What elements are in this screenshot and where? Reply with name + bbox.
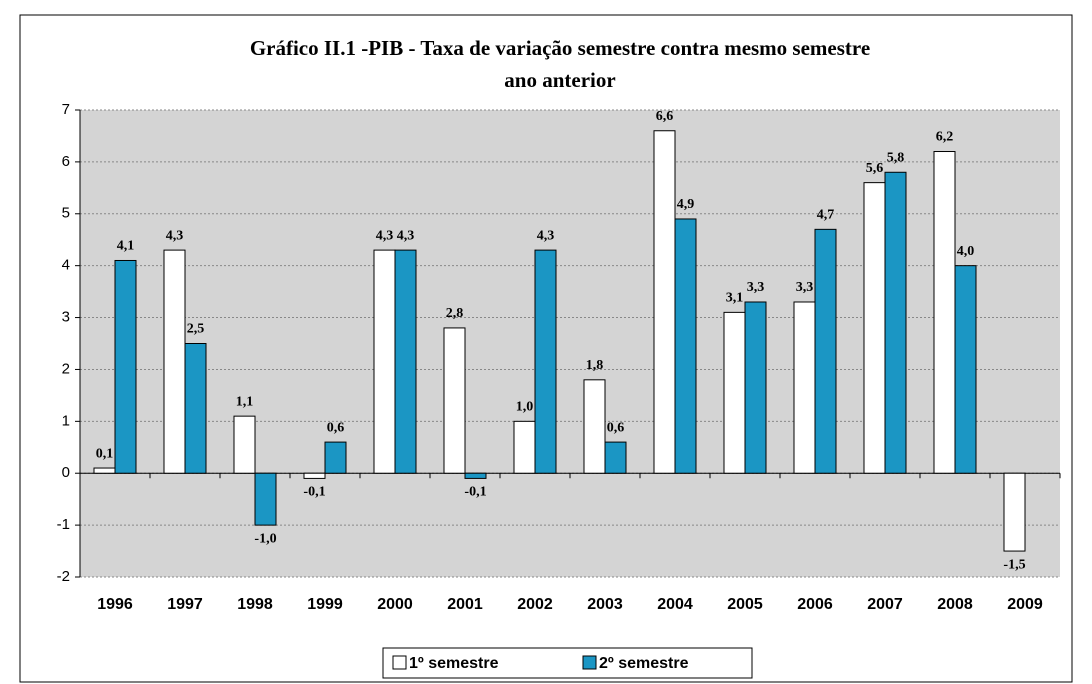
bar [464, 472, 487, 479]
bar [534, 249, 557, 474]
x-tick-label: 1997 [167, 596, 203, 613]
y-tick-label: 6 [62, 153, 70, 170]
x-tick-label: 2000 [377, 596, 413, 613]
y-tick-label: -1 [57, 516, 70, 533]
bar [254, 472, 277, 526]
y-tick-label: 2 [62, 360, 70, 377]
x-tick-label: 2005 [727, 596, 763, 613]
legend-box [382, 647, 753, 679]
bar [114, 259, 137, 474]
y-tick-label: 1 [62, 412, 70, 429]
value-label: 1,1 [236, 394, 254, 409]
bar [863, 182, 886, 474]
bar [513, 420, 536, 474]
bar [933, 151, 956, 474]
value-label: 1,0 [516, 400, 534, 415]
x-tick-label: 2008 [937, 596, 973, 613]
y-tick-label: 5 [62, 205, 70, 222]
x-tick-label: 2002 [517, 596, 553, 613]
value-label: 3,3 [796, 280, 814, 295]
value-label: 4,9 [677, 197, 695, 212]
value-label: 6,6 [656, 109, 674, 124]
legend-swatch [582, 655, 597, 670]
chart-title: Gráfico II.1 -PIB - Taxa de variação sem… [250, 36, 870, 60]
chart-title: ano anterior [504, 68, 615, 92]
x-tick-label: 1999 [307, 596, 343, 613]
bar [163, 249, 186, 474]
bar [184, 343, 207, 474]
value-label: 4,3 [397, 228, 415, 243]
x-tick-label: 2007 [867, 596, 903, 613]
bar [303, 472, 326, 479]
bar [744, 301, 767, 474]
value-label: 0,1 [96, 446, 114, 461]
value-label: 2,8 [446, 306, 464, 321]
bar [324, 441, 347, 474]
y-tick-label: -2 [57, 568, 70, 585]
x-tick-label: 2004 [657, 596, 693, 613]
bar [1003, 472, 1026, 552]
value-label: 6,2 [936, 130, 954, 145]
bar [394, 249, 417, 474]
value-label: -0,1 [303, 485, 325, 500]
value-label: 3,1 [726, 291, 744, 306]
bar [233, 415, 256, 474]
value-label: 4,7 [817, 208, 835, 223]
y-tick-label: 7 [62, 101, 70, 118]
x-tick-label: 2006 [797, 596, 833, 613]
bar [954, 265, 977, 474]
x-tick-label: 1996 [97, 596, 133, 613]
bar [93, 467, 116, 474]
value-label: 4,1 [117, 239, 135, 254]
value-label: 5,8 [887, 150, 905, 165]
value-label: -1,0 [254, 531, 276, 546]
value-label: 4,3 [537, 228, 555, 243]
plot-area [80, 110, 1060, 577]
x-tick-label: 2001 [447, 596, 483, 613]
value-label: 2,5 [187, 322, 205, 337]
value-label: 1,8 [586, 358, 604, 373]
y-tick-label: 4 [62, 257, 70, 274]
value-label: -1,5 [1003, 557, 1025, 572]
legend-label: 2º semestre [599, 655, 689, 672]
value-label: -0,1 [464, 485, 486, 500]
value-label: 0,6 [327, 420, 345, 435]
value-label: 4,3 [376, 228, 394, 243]
legend-swatch [392, 655, 407, 670]
value-label: 0,6 [607, 420, 625, 435]
bar [443, 327, 466, 474]
legend-label: 1º semestre [409, 655, 499, 672]
y-tick-label: 3 [62, 309, 70, 326]
x-tick-label: 2003 [587, 596, 623, 613]
x-tick-label: 2009 [1007, 596, 1043, 613]
value-label: 5,6 [866, 161, 884, 176]
bar [884, 171, 907, 474]
x-tick-label: 1998 [237, 596, 273, 613]
bar [814, 228, 837, 474]
bar [604, 441, 627, 474]
value-label: 3,3 [747, 280, 765, 295]
value-label: 4,0 [957, 244, 975, 259]
bar [793, 301, 816, 474]
bar [723, 311, 746, 474]
bar [373, 249, 396, 474]
y-tick-label: 0 [62, 464, 70, 481]
bar [653, 130, 676, 474]
bar [583, 379, 606, 474]
value-label: 4,3 [166, 228, 184, 243]
bar [674, 218, 697, 474]
